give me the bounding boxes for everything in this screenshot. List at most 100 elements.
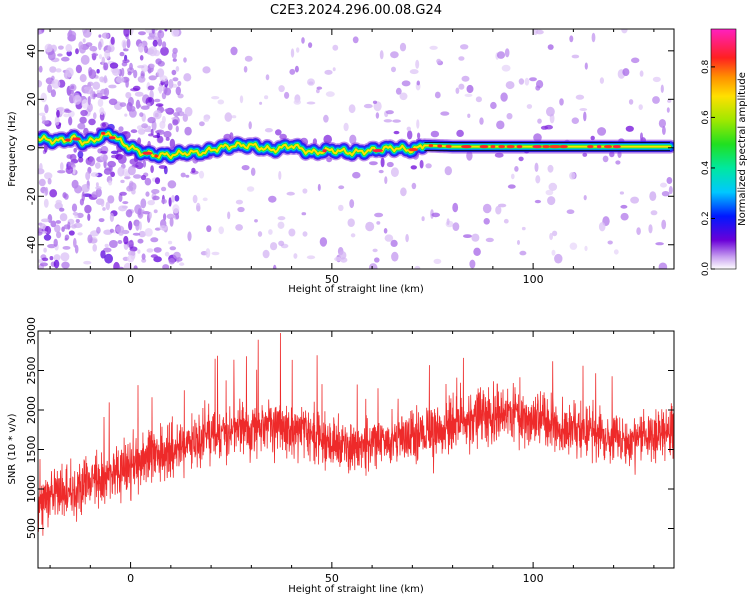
spectrogram-noise-cell	[108, 180, 113, 186]
spectrogram-noise-cell	[95, 162, 101, 169]
spectrogram-noise-cell	[668, 186, 673, 195]
spectrogram-noise-cell	[150, 165, 154, 174]
spectrogram-noise-cell	[50, 220, 57, 228]
spectrogram-noise-cell	[91, 191, 99, 198]
spectrogram-noise-cell	[547, 164, 554, 173]
spectrogram-noise-cell	[123, 29, 130, 37]
colorbar: 0.0 0.2 0.4 0.6 0.8 Normalized spectral ampl…	[701, 28, 748, 276]
spectrogram-noise-cell	[139, 55, 144, 61]
spectrogram-noise-cell	[103, 62, 109, 71]
spectrogram-noise-cell	[385, 110, 394, 115]
spectrogram-noise-cell	[101, 122, 106, 127]
spectrogram-noise-cell	[619, 191, 625, 195]
spectrogram-noise-cell	[126, 185, 134, 192]
spectrogram-noise-cell	[75, 64, 82, 74]
spectrogram-noise-cell	[167, 180, 177, 189]
spectrogram-noise-cell	[163, 130, 172, 138]
spectrogram-noise-cell	[139, 112, 144, 117]
spectrogram-noise-cell	[259, 101, 263, 105]
spectrogram-noise-cell	[161, 186, 167, 192]
spectrogram-noise-cell	[41, 120, 50, 125]
spectrogram-noise-cell	[137, 128, 146, 135]
spectrogram-noise-cell	[157, 85, 164, 92]
spectrogram-noise-cell	[407, 130, 413, 140]
spectrogram-noise-cell	[494, 152, 504, 158]
spectrogram-noise-cell	[598, 222, 606, 232]
spectrogram-noise-cell	[483, 218, 490, 225]
spectrogram-noise-cell	[466, 84, 474, 94]
spectrogram-noise-cell	[41, 257, 49, 262]
spectrogram-noise-cell	[378, 169, 384, 174]
spectrogram-noise-cell	[293, 253, 298, 259]
spectrogram-peak-cell	[490, 145, 496, 149]
spectrogram-noise-cell	[146, 248, 154, 253]
spectrogram-noise-cell	[184, 126, 192, 136]
spectrogram-noise-cell	[74, 244, 79, 254]
spectrogram-noise-cell	[338, 251, 347, 260]
spectrogram-noise-cell	[88, 69, 97, 80]
spectrogram-noise-cell	[444, 166, 452, 176]
spectrogram-noise-cell	[506, 113, 513, 120]
spectrogram-cells	[38, 29, 673, 269]
spectrogram-peak-cell	[154, 154, 159, 158]
spectrogram-noise-cell	[72, 166, 76, 175]
spectrogram-noise-cell	[63, 193, 69, 200]
spectrogram-noise-cell	[100, 150, 108, 154]
spectrogram-noise-cell	[87, 95, 91, 106]
spectrogram-noise-cell	[39, 163, 43, 172]
spectrogram-noise-cell	[549, 232, 553, 241]
spectrogram-noise-cell	[368, 263, 378, 269]
spectrogram-noise-cell	[133, 174, 142, 179]
spectrogram-noise-cell	[495, 205, 502, 215]
spectrogram-noise-cell	[38, 65, 43, 73]
spectrogram-noise-cell	[386, 161, 394, 168]
spectrogram-noise-cell	[352, 36, 359, 44]
spectrogram-noise-cell	[108, 98, 118, 106]
spectrogram-noise-cell	[196, 202, 201, 211]
spectrogram-noise-cell	[175, 257, 183, 262]
spectrogram-noise-cell	[475, 96, 482, 103]
spectrogram-noise-cell	[365, 221, 375, 232]
spectrogram-noise-cell	[172, 58, 177, 62]
spectrogram-noise-cell	[175, 213, 180, 220]
spectrogram-noise-cell	[250, 167, 256, 176]
spectrogram-noise-cell	[138, 43, 144, 53]
spectrogram-noise-cell	[436, 58, 442, 64]
spectrogram-noise-cell	[661, 191, 670, 197]
spectrogram-noise-cell	[84, 204, 92, 214]
spectrogram-noise-cell	[125, 79, 129, 88]
x-tick-label: 100	[523, 273, 544, 286]
spectrogram-noise-cell	[88, 156, 96, 167]
spectrogram-noise-cell	[199, 121, 205, 127]
spectrogram-noise-cell	[621, 29, 628, 34]
spectrogram-noise-cell	[239, 95, 244, 104]
spectrogram-noise-cell	[446, 218, 450, 226]
spectrogram-noise-cell	[392, 119, 401, 123]
spectrogram-noise-cell	[334, 256, 342, 262]
spectrogram-noise-cell	[571, 117, 579, 124]
spectrogram-noise-cell	[157, 29, 165, 39]
spectrogram-noise-cell	[501, 64, 511, 72]
spectrogram-noise-cell	[123, 262, 132, 269]
spectrogram-noise-cell	[73, 237, 77, 248]
spectrogram-noise-cell	[47, 178, 52, 185]
spectrogram-noise-cell	[124, 176, 131, 180]
spectrogram-noise-cell	[92, 81, 101, 90]
spectrogram-noise-cell	[535, 29, 544, 35]
spectrogram-noise-cell	[332, 67, 336, 72]
spectrogram-noise-cell	[187, 231, 192, 242]
spectrogram-noise-cell	[180, 172, 186, 178]
spectrogram-noise-cell	[383, 228, 388, 234]
spectrogram-noise-cell	[175, 125, 179, 133]
spectrogram-noise-cell	[168, 79, 174, 89]
spectrogram-noise-cell	[415, 59, 420, 69]
spectrogram-noise-cell	[391, 251, 399, 262]
spectrogram-noise-cell	[369, 161, 378, 166]
spectrogram-noise-cell	[95, 186, 102, 190]
spectrogram-noise-cell	[56, 231, 62, 239]
spectrogram-noise-cell	[205, 248, 211, 258]
snr-series	[38, 332, 674, 536]
spectrogram-noise-cell	[384, 176, 388, 185]
colorbar-tick-label: 0.2	[701, 211, 711, 225]
spectrogram-noise-cell	[547, 196, 556, 206]
